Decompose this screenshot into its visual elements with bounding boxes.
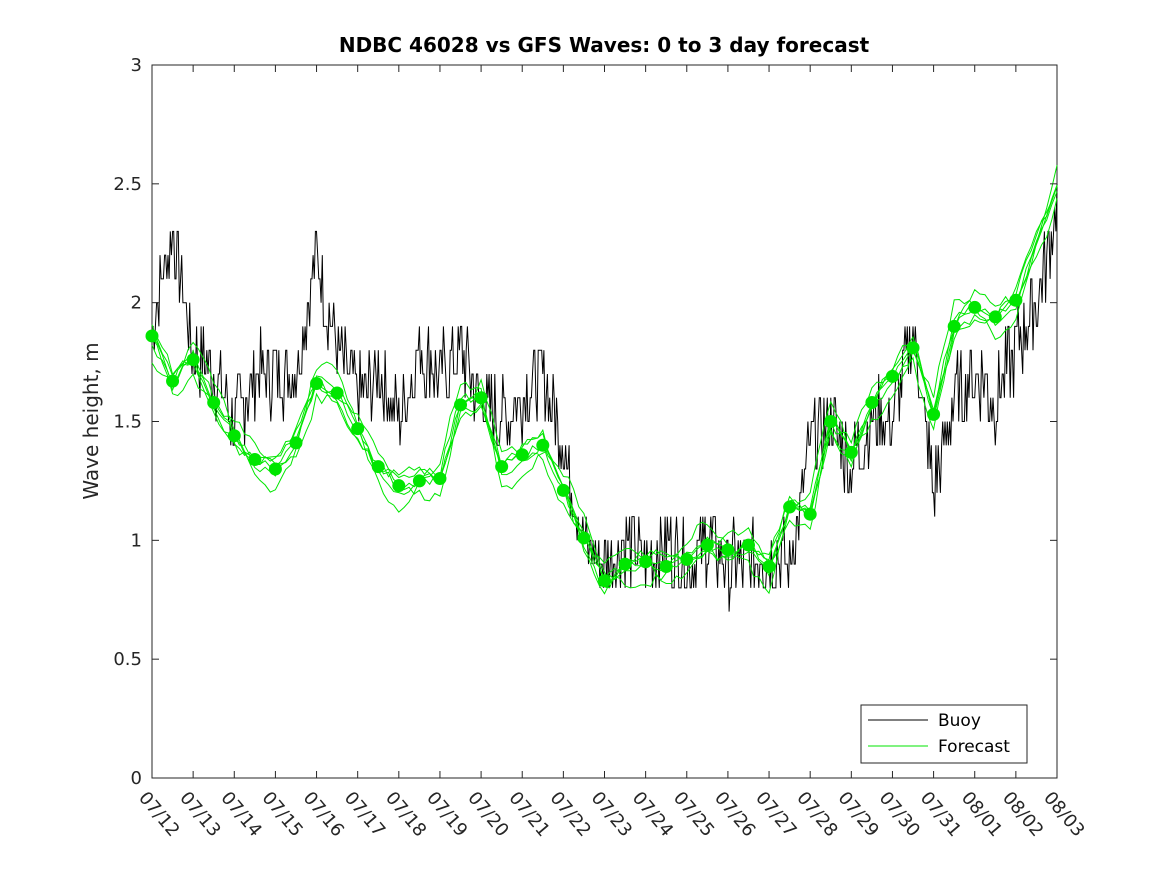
forecast-marker — [906, 341, 920, 355]
forecast-marker — [927, 407, 941, 421]
forecast-marker — [371, 460, 385, 474]
forecast-marker — [392, 479, 406, 493]
y-tick-label: 1 — [131, 530, 142, 551]
y-tick-label: 1.5 — [113, 412, 142, 433]
forecast-marker — [1009, 293, 1023, 307]
forecast-line — [151, 198, 1058, 584]
y-tick-label: 2.5 — [113, 174, 142, 195]
chart-title: NDBC 46028 vs GFS Waves: 0 to 3 day fore… — [339, 33, 870, 57]
legend-buoy-label: Buoy — [938, 711, 981, 731]
forecast-marker — [515, 448, 529, 462]
forecast-marker — [310, 376, 324, 390]
legend-forecast-label: Forecast — [938, 737, 1010, 757]
y-tick-label: 2 — [131, 293, 142, 314]
forecast-marker — [556, 483, 570, 497]
y-tick-label: 0.5 — [113, 649, 142, 670]
forecast-marker — [988, 310, 1002, 324]
forecast-marker — [330, 386, 344, 400]
y-axis-label: Wave height, m — [79, 342, 103, 499]
forecast-marker — [433, 472, 447, 486]
forecast-marker — [248, 453, 262, 467]
forecast-marker — [207, 395, 221, 409]
y-axis: 0 0.5 1 1.5 2 2.5 3 — [113, 55, 1057, 789]
forecast-marker — [659, 559, 673, 573]
forecast-marker — [741, 538, 755, 552]
plot-area — [145, 64, 1058, 779]
y-tick-label: 3 — [131, 55, 142, 76]
forecast-marker — [577, 531, 591, 545]
forecast-line — [151, 165, 1058, 595]
forecast-marker — [412, 474, 426, 488]
forecast-marker — [762, 559, 776, 573]
forecast-marker — [536, 438, 550, 452]
forecast-markers — [145, 293, 1023, 588]
forecast-line — [151, 185, 1058, 595]
forecast-marker — [783, 500, 797, 514]
forecast-marker — [618, 557, 632, 571]
legend: Buoy Forecast — [860, 704, 1028, 764]
forecast-marker — [700, 538, 714, 552]
forecast-marker — [227, 429, 241, 443]
forecast-marker — [721, 543, 735, 557]
forecast-marker — [824, 415, 838, 428]
forecast-marker — [865, 395, 879, 409]
forecast-marker — [186, 353, 200, 367]
forecast-marker — [495, 460, 509, 474]
forecast-marker — [474, 391, 488, 405]
axes-box — [151, 64, 1058, 779]
forecast-marker — [598, 574, 611, 588]
forecast-marker — [968, 300, 982, 314]
y-tick-label: 0 — [131, 768, 142, 789]
forecast-marker — [885, 369, 899, 383]
forecast-marker — [639, 555, 653, 569]
forecast-marker — [166, 374, 180, 388]
forecast-marker — [145, 329, 159, 343]
legend-box — [860, 704, 1028, 764]
forecast-marker — [268, 462, 282, 476]
forecast-marker — [680, 552, 694, 566]
forecast-marker — [844, 445, 858, 459]
forecast-marker — [351, 422, 365, 436]
forecast-marker — [947, 319, 961, 333]
forecast-marker — [803, 507, 817, 521]
forecast-marker — [289, 436, 303, 450]
forecast-marker — [454, 398, 468, 412]
